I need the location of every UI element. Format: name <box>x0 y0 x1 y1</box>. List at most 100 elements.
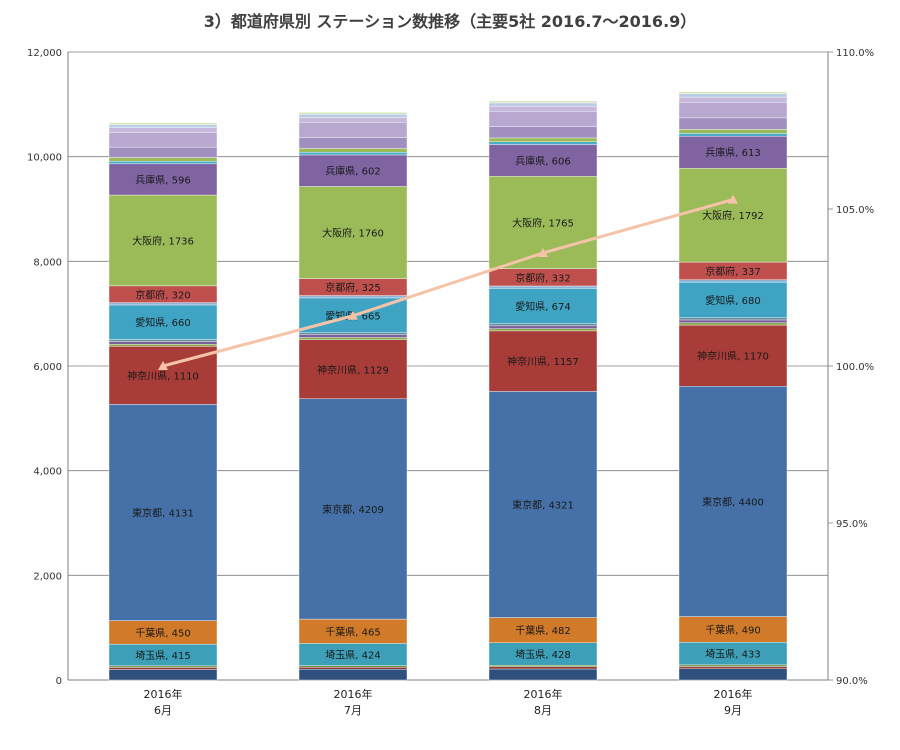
bar-segment <box>488 617 598 643</box>
y-tick-label: 10,000 <box>27 153 62 164</box>
bar-segment <box>298 334 408 338</box>
bar-segment <box>488 668 598 681</box>
data-label: 埼玉県, 415 <box>135 649 190 662</box>
bar-segment <box>298 152 408 156</box>
data-label: 京都府, 337 <box>705 265 760 278</box>
data-label: 埼玉県, 424 <box>325 649 380 662</box>
bar-segment <box>678 666 788 669</box>
bar-segment <box>298 137 408 149</box>
bar-segment <box>108 122 218 125</box>
data-label: 大阪府, 1765 <box>512 216 574 229</box>
bar-segment <box>108 341 218 345</box>
bar-segment <box>488 102 598 107</box>
bar-segment <box>298 665 408 668</box>
data-label: 大阪府, 1736 <box>132 234 194 247</box>
bar-segment <box>678 668 788 681</box>
bar-segment <box>488 141 598 145</box>
bar-segment <box>108 667 218 670</box>
data-label: 神奈川県, 1157 <box>507 355 579 368</box>
bar-segment <box>108 194 218 287</box>
bar-segment <box>108 339 218 342</box>
y-tick-label: 2,000 <box>33 571 62 582</box>
bar-segment <box>678 322 788 326</box>
bar-segment <box>108 146 218 158</box>
bar-segment <box>678 279 788 283</box>
data-label: 京都府, 332 <box>515 271 570 284</box>
x-tick-label: 8月 <box>534 704 552 717</box>
data-label: 大阪府, 1792 <box>702 209 764 222</box>
data-label: 千葉県, 465 <box>325 625 380 638</box>
x-tick-label: 2016年 <box>334 687 373 701</box>
bar-segment <box>298 618 408 644</box>
y2-tick-label: 105.0% <box>836 205 874 216</box>
bar-segment <box>108 665 218 668</box>
x-tick-label: 2016年 <box>714 687 753 701</box>
data-label: 大阪府, 1760 <box>322 226 384 239</box>
bar-segment <box>298 114 408 118</box>
bar-segment <box>488 664 598 668</box>
chart-title: 3）都道府県別 ステーション数推移（主要5社 2016.7〜2016.9） <box>203 12 697 31</box>
bar-segment <box>108 127 218 133</box>
data-label: 埼玉県, 428 <box>515 648 570 661</box>
bar-segment <box>678 101 788 119</box>
x-tick-label: 2016年 <box>524 687 563 701</box>
data-label: 千葉県, 450 <box>135 626 190 639</box>
bar-segment <box>678 664 788 667</box>
data-label: 東京都, 4209 <box>322 503 384 516</box>
x-tick-label: 6月 <box>154 704 172 717</box>
bar-segment <box>488 391 598 618</box>
growth-line-point <box>348 310 358 320</box>
y-tick-label: 0 <box>56 676 62 687</box>
data-label: 京都府, 320 <box>135 288 190 301</box>
y-tick-label: 12,000 <box>27 48 62 59</box>
growth-line <box>162 198 734 368</box>
bar-segment <box>678 386 788 617</box>
bar-segment <box>678 317 788 321</box>
bar-segment <box>298 186 408 279</box>
y2-tick-label: 95.0% <box>836 519 868 530</box>
bar-segment <box>488 126 598 139</box>
bar-segment <box>298 398 408 620</box>
data-label: 東京都, 4131 <box>132 507 194 520</box>
bar-segment <box>108 344 218 347</box>
bar-segment <box>108 669 218 681</box>
bar-segment <box>488 111 598 127</box>
bar-segment <box>488 100 598 104</box>
bar-segment <box>488 328 598 332</box>
bar-segment <box>298 669 408 681</box>
data-label: 埼玉県, 433 <box>705 648 760 661</box>
data-label: 愛知県, 680 <box>705 294 760 307</box>
bar-segment <box>298 337 408 340</box>
bar-segment <box>298 112 408 115</box>
growth-line-point <box>728 194 738 204</box>
bar-segment <box>678 96 788 103</box>
y2-tick-label: 100.0% <box>836 362 874 373</box>
bar-segment <box>298 117 408 123</box>
bar-segment <box>488 144 598 177</box>
x-tick-label: 9月 <box>724 704 742 717</box>
data-label: 神奈川県, 1170 <box>697 350 769 363</box>
bar-segment <box>488 323 598 327</box>
data-label: 神奈川県, 1129 <box>317 363 389 376</box>
bar-segment <box>678 129 788 134</box>
y-tick-label: 6,000 <box>33 362 62 373</box>
bar-segment <box>488 330 598 392</box>
data-label: 兵庫県, 602 <box>325 165 380 178</box>
bar-segment <box>678 117 788 130</box>
bar-segment <box>488 288 598 324</box>
data-label: 京都府, 325 <box>325 281 380 294</box>
bar-segment <box>678 93 788 98</box>
bar-segment <box>298 148 408 153</box>
data-label: 兵庫県, 596 <box>135 173 190 186</box>
y-tick-label: 4,000 <box>33 467 62 478</box>
y2-tick-label: 90.0% <box>836 676 868 687</box>
bar-segment <box>298 332 408 336</box>
bar-segment <box>108 161 218 165</box>
bar-segment <box>298 295 408 299</box>
bar-segment <box>108 404 218 621</box>
bar-segment <box>108 132 218 148</box>
bar-segment <box>488 285 598 289</box>
data-label: 千葉県, 490 <box>705 623 760 636</box>
bar-segment <box>678 133 788 137</box>
